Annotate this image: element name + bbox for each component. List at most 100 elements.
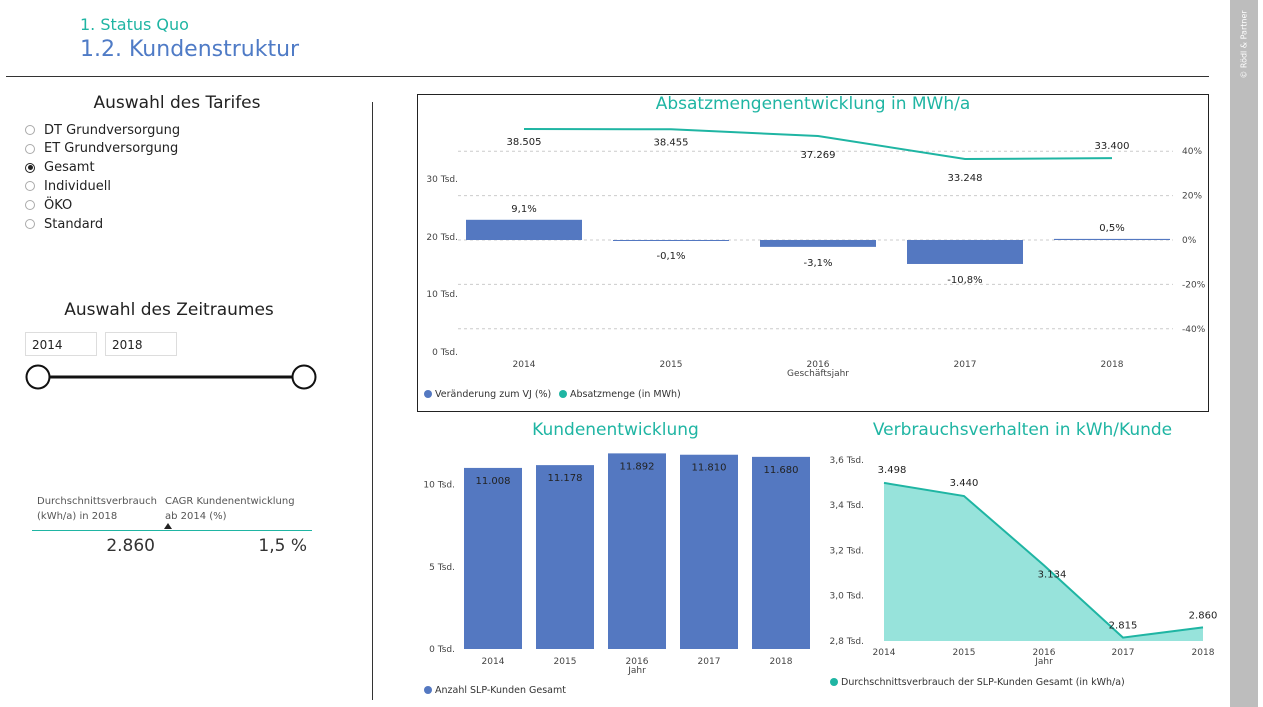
y-tick-label: 3,6 Tsd.: [830, 456, 864, 466]
y-tick-label: 3,2 Tsd.: [830, 546, 864, 556]
x-tick-label: 2015: [953, 648, 976, 658]
legend-dot-blue: [424, 686, 432, 694]
year-from-input[interactable]: 2014: [25, 332, 97, 356]
bar-kunden-2016: [608, 453, 666, 649]
bar-kunden-2017: [680, 454, 738, 649]
line-absatz-label: 38.505: [507, 137, 542, 148]
bar-change-2016: [760, 240, 876, 247]
legend-dot-teal: [830, 678, 838, 686]
kpi-cagr-value: 1,5 %: [258, 536, 307, 556]
chart-absatz-frame: [417, 94, 1209, 412]
right-tick-label: 20%: [1182, 192, 1202, 202]
right-tick-label: 40%: [1182, 147, 1202, 157]
area-verbrauch-label: 3.498: [878, 465, 907, 476]
tarif-option-4[interactable]: ÖKO: [25, 196, 72, 214]
area-verbrauch-label: 2.815: [1109, 621, 1138, 632]
right-tick-label: -40%: [1182, 325, 1206, 335]
bar-kunden-2014: [464, 467, 522, 649]
x-tick-label: 2014: [513, 360, 536, 370]
radio-icon[interactable]: [25, 200, 35, 211]
bar-change-label: 0,5%: [1099, 223, 1124, 234]
y-tick-label: 2,8 Tsd.: [830, 637, 864, 647]
tarif-option-2[interactable]: Gesamt: [25, 159, 95, 177]
line-verbrauch: [883, 481, 1204, 639]
right-tick-label: 0%: [1182, 236, 1197, 246]
kpi-cagr-label: CAGR Kundenentwicklung ab 2014 (%): [165, 496, 295, 522]
slider-handle-end[interactable]: [291, 364, 317, 390]
tarif-option-1[interactable]: ET Grundversorgung: [25, 140, 178, 158]
tarif-option-5[interactable]: Standard: [25, 215, 103, 233]
x-tick-label: 2015: [660, 360, 683, 370]
x-tick-label: 2016: [626, 657, 649, 667]
chart-absatz: 0 Tsd. 10 Tsd. 20 Tsd. 30 Tsd. 40% 20% 0% -20% -…: [424, 128, 1206, 400]
radio-icon[interactable]: [25, 181, 35, 192]
header-divider: [6, 76, 1209, 77]
x-tick-label: 2017: [698, 657, 721, 667]
bar-kunden-label: 11.810: [692, 463, 727, 474]
x-tick-label: 2017: [1112, 648, 1135, 658]
radio-icon[interactable]: [25, 162, 35, 173]
bar-kunden-label: 11.178: [548, 473, 583, 484]
line-absatz-label: 38.455: [654, 137, 689, 148]
section-label: 1. Status Quo: [80, 15, 189, 34]
bar-kunden-label: 11.680: [764, 465, 799, 476]
chart-kunden-title: Kundenentwicklung: [532, 420, 699, 440]
bar-kunden-label: 11.008: [476, 476, 511, 487]
area-verbrauch-label: 3.134: [1038, 569, 1067, 580]
bar-change-2017: [907, 240, 1023, 264]
x-tick-label: 2016: [807, 360, 830, 370]
radio-icon[interactable]: [25, 219, 35, 229]
legend-dot-teal: [559, 390, 567, 398]
copyright-text: © Rödl & Partner: [1239, 10, 1249, 79]
x-tick-label: 2015: [554, 657, 577, 667]
vertical-divider: [372, 102, 373, 700]
year-range-slider[interactable]: [20, 360, 330, 394]
bar-kunden-2015: [536, 465, 594, 649]
legend-label: Anzahl SLP-Kunden Gesamt: [435, 685, 566, 696]
left-tick-label: 0 Tsd.: [432, 348, 458, 358]
kpi-avg-label: Durchschnittsverbrauch (kWh/a) in 2018: [37, 496, 157, 522]
chart-absatz-title: Absatzmengenentwicklung in MWh/a: [655, 94, 971, 114]
area-verbrauch: [884, 482, 1203, 641]
tarif-option-label: ET Grundversorgung: [44, 141, 179, 157]
line-absatz-label: 33.400: [1095, 141, 1130, 152]
bar-kunden-label: 11.892: [620, 461, 655, 472]
kpi-divider: [32, 530, 312, 531]
y-tick-label: 5 Tsd.: [429, 563, 455, 573]
radio-icon[interactable]: [25, 125, 35, 135]
bar-change-2018: [1054, 238, 1170, 240]
line-absatzmenge: [523, 128, 1113, 161]
chart-kunden: 0 Tsd. 5 Tsd. 10 Tsd. 11.008 2014 11.178 2015 1…: [423, 453, 810, 696]
tarif-option-label: DT Grundversorgung: [44, 122, 181, 138]
tarif-option-label: Individuell: [44, 178, 111, 194]
left-tick-label: 20 Tsd.: [426, 233, 458, 243]
y-tick-label: 0 Tsd.: [429, 645, 455, 655]
x-tick-label: 2014: [482, 657, 505, 667]
legend-dot-blue: [424, 390, 432, 398]
bar-change-label: -10,8%: [947, 275, 982, 286]
area-verbrauch-label: 2.860: [1189, 610, 1218, 621]
tarif-option-label: Standard: [44, 216, 104, 232]
y-tick-label: 3,0 Tsd.: [830, 592, 864, 602]
bar-change-label: -3,1%: [803, 258, 832, 269]
x-tick-label: 2018: [1101, 360, 1124, 370]
tarif-option-0[interactable]: DT Grundversorgung: [25, 121, 180, 139]
bar-change-2015: [613, 240, 729, 241]
chart-verbrauch-title: Verbrauchsverhalten in kWh/Kunde: [872, 420, 1173, 440]
slider-handle-start[interactable]: [25, 364, 51, 390]
bar-change-label: 9,1%: [511, 204, 536, 215]
y-tick-label: 3,4 Tsd.: [830, 501, 864, 511]
x-tick-label: 2018: [1192, 648, 1215, 658]
sort-arrow-icon: [164, 523, 172, 529]
kpi-avg-value: 2.860: [106, 536, 155, 556]
tarif-slicer-title: Auswahl des Tarifes: [93, 93, 261, 113]
tarif-option-3[interactable]: Individuell: [25, 177, 111, 195]
x-tick-label: 2014: [873, 648, 896, 658]
radio-icon[interactable]: [25, 143, 35, 154]
right-tick-label: -20%: [1182, 280, 1206, 290]
side-strip: [1230, 0, 1258, 707]
page-title: 1.2. Kundenstruktur: [80, 37, 300, 62]
legend-label: Durchschnittsverbrauch der SLP-Kunden Ge…: [841, 677, 1125, 688]
bar-change-2014: [466, 219, 582, 240]
year-to-input[interactable]: 2018: [105, 332, 177, 356]
